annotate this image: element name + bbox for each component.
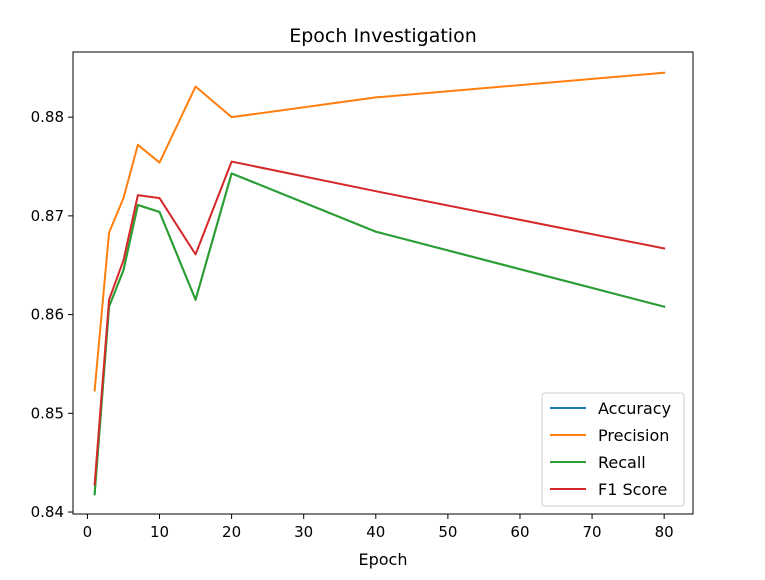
legend-label-recall: Recall: [598, 453, 646, 472]
legend: Accuracy Precision Recall F1 Score: [542, 393, 684, 506]
x-tick-label: 20: [222, 523, 241, 541]
y-tick-label: 0.88: [31, 108, 64, 126]
y-tick-label: 0.86: [31, 306, 64, 324]
x-tick-label: 10: [150, 523, 169, 541]
chart-title: Epoch Investigation: [289, 25, 477, 47]
legend-label-accuracy: Accuracy: [598, 399, 671, 418]
x-axis-label: Epoch: [359, 550, 408, 569]
legend-label-precision: Precision: [598, 426, 669, 445]
x-tick-label: 30: [294, 523, 313, 541]
y-tick-label: 0.84: [31, 503, 64, 521]
x-tick-label: 40: [366, 523, 385, 541]
x-tick-label: 80: [655, 523, 674, 541]
y-tick-label: 0.85: [31, 404, 64, 422]
x-tick-label: 0: [83, 523, 93, 541]
y-tick-label: 0.87: [31, 207, 64, 225]
x-tick-label: 50: [438, 523, 457, 541]
x-tick-label: 70: [583, 523, 602, 541]
x-tick-label: 60: [510, 523, 529, 541]
legend-label-f1-score: F1 Score: [598, 480, 667, 499]
